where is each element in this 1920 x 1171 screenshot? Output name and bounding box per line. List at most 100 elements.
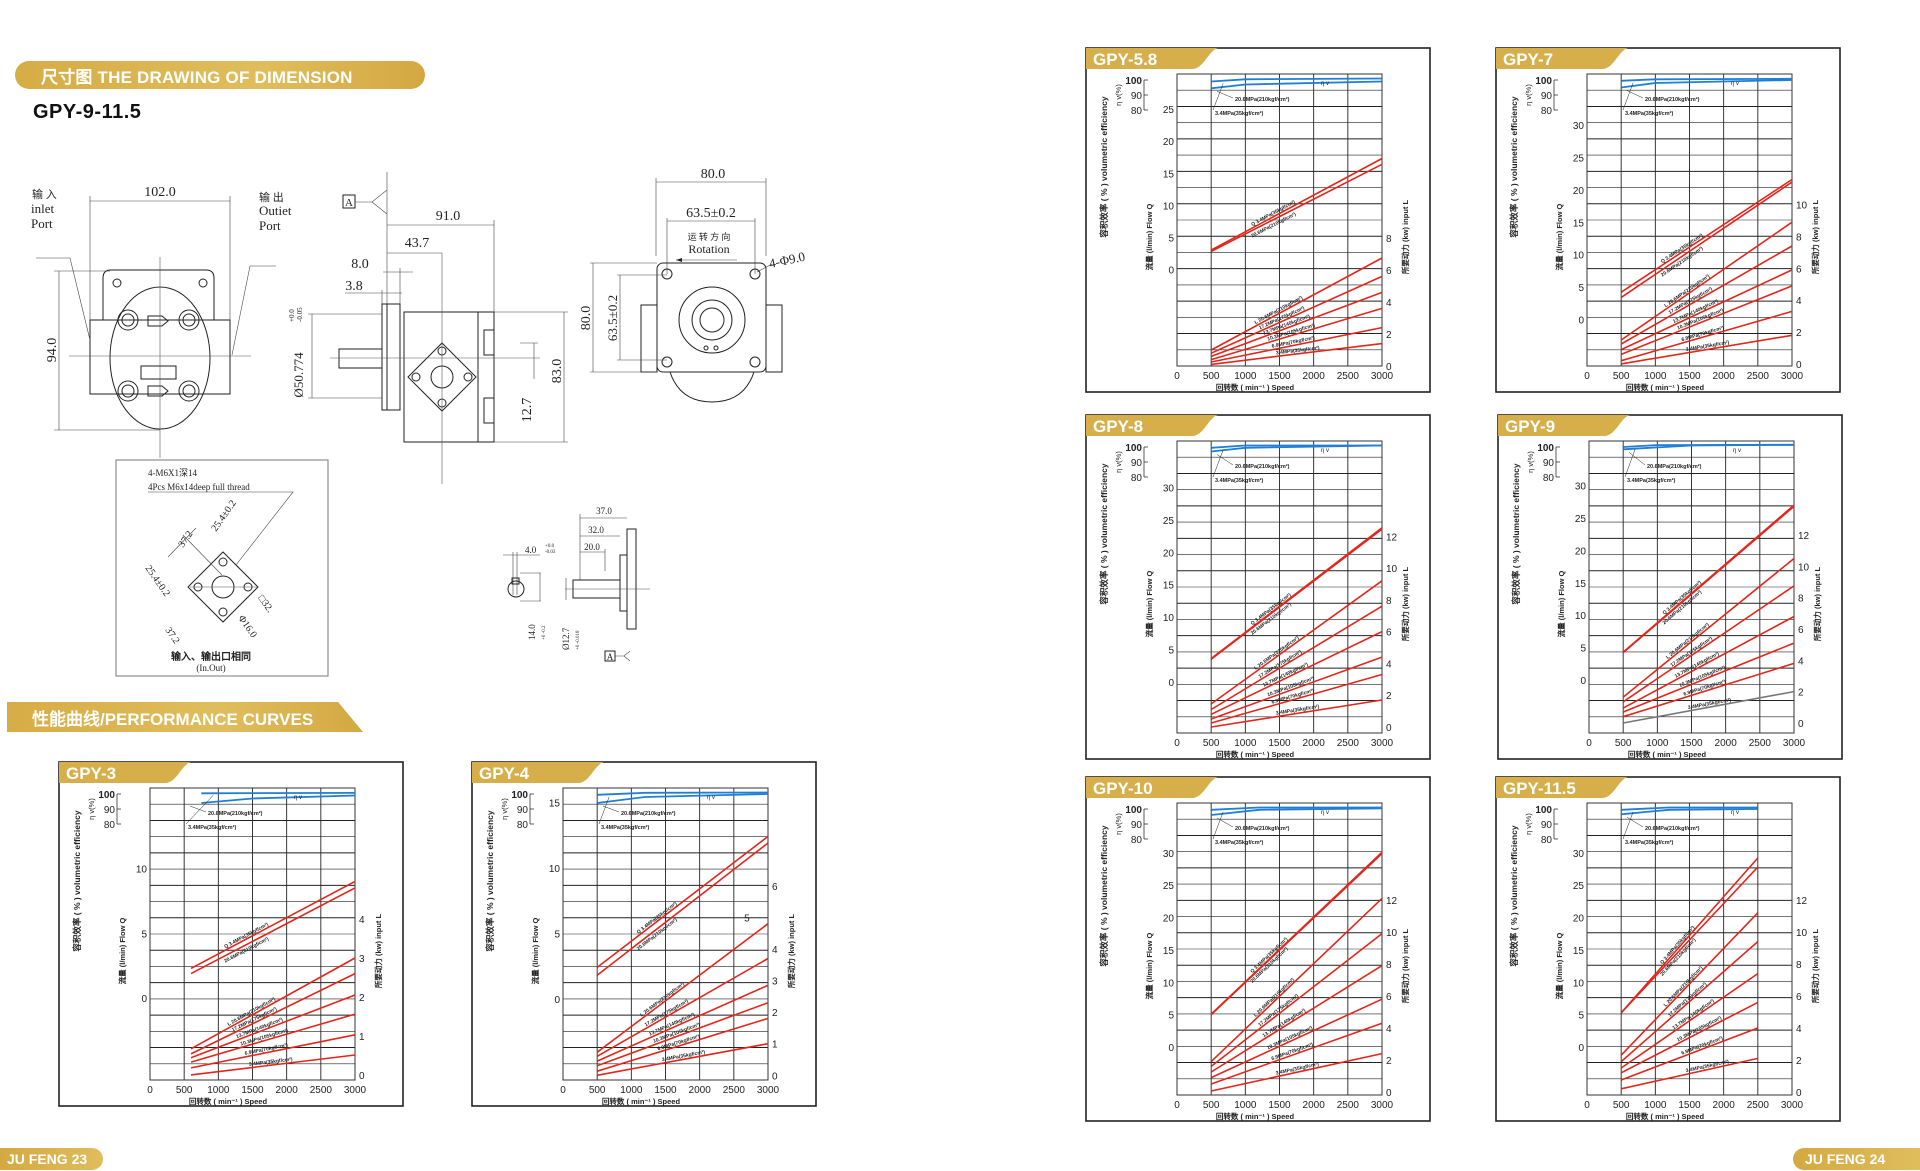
pilot-depth-dim: 3.8: [345, 279, 363, 294]
power-series-line: [596, 1001, 769, 1067]
flow-tick-label: 15: [1163, 581, 1175, 592]
chart-title-tab: [1496, 777, 1628, 798]
efficiency-tick-label: 90: [1131, 458, 1143, 469]
power-series-line: [190, 1034, 356, 1069]
efficiency-tick-label: 90: [104, 805, 116, 816]
power-tick-label: 2: [1796, 1056, 1802, 1067]
port-dim-2: 25.4±0.2: [209, 498, 238, 533]
speed-axis-title: 回转数 ( min⁻¹ ) Speed: [1216, 749, 1295, 759]
offset-dim: 12.7: [520, 398, 535, 423]
chart-svg: GPY-4 0 500 1000 1500 2000 2500 3000 0 5 10 15 0 1 2 3 4…: [471, 761, 817, 1107]
power-tick-label: 0: [1796, 1088, 1802, 1099]
flow-tick-label: 30: [1573, 849, 1585, 860]
speed-axis-title: 回转数 ( min⁻¹ ) Speed: [602, 1096, 681, 1106]
x-tick-label: 1000: [620, 1085, 643, 1096]
power-tick-label: 2: [1386, 1056, 1392, 1067]
plot-area: [562, 787, 769, 1081]
flow-tick-label: 15: [1575, 579, 1587, 590]
chart-gpy-10: GPY-10 0 500 1000 1500 2000 2500 3000 0 5 10 15 20 25…: [1085, 776, 1431, 1122]
power-series-line: [1211, 342, 1383, 366]
efficiency-leader-line: [1624, 448, 1636, 478]
x-tick-label: 0: [1174, 371, 1180, 382]
hole-count-dim: 4-Φ9.0: [768, 249, 807, 271]
efficiency-curve: [1211, 77, 1383, 83]
x-tick-label: 1500: [1268, 1100, 1291, 1111]
power-tick-label: 4: [1386, 298, 1392, 309]
x-tick-label: 2000: [1303, 1100, 1326, 1111]
efficiency-tick-label: 80: [517, 820, 529, 831]
eta-unit-label: η v(%): [1524, 813, 1533, 835]
power-tick-label: 4: [1796, 1024, 1802, 1035]
chart-title: GPY-9: [1505, 417, 1555, 436]
flow-series-line: [1620, 866, 1759, 1014]
power-tick-label: 1: [772, 1040, 778, 1051]
efficiency-label-low: 3.4MPa(35kgf/cm²): [188, 824, 236, 831]
port-square-dim: □32.: [256, 593, 276, 615]
chart-gpy-11-5: GPY-11.5 0 500 1000 1500 2000 2500 3000 0 5 10 15 20…: [1495, 776, 1841, 1122]
flow-tick-label: 10: [1163, 201, 1175, 212]
chart-title-tab: [472, 762, 604, 783]
power-tick-label: 2: [359, 993, 365, 1004]
x-tick-label: 2500: [723, 1085, 746, 1096]
flow-tick-label: 10: [1163, 978, 1175, 989]
x-tick-label: 2000: [1303, 738, 1326, 749]
front-width-dim: 102.0: [144, 185, 176, 200]
flow-tick-label: 20: [1575, 546, 1587, 557]
power-tick-label: 2: [772, 1008, 778, 1019]
flow-tick-label: 15: [1573, 218, 1585, 229]
power-tick-label: 0: [772, 1071, 778, 1082]
inlet-label-en: inlet: [31, 201, 54, 216]
efficiency-leader-line: [1622, 811, 1634, 840]
efficiency-curve: [1211, 80, 1383, 90]
x-tick-label: 1500: [1268, 371, 1291, 382]
shaft-diameter: Ø12.7: [561, 627, 571, 650]
power-axis-title: 所要动力 (kw) input L: [786, 914, 796, 989]
port-dim-3: 25.4±0.2: [143, 563, 172, 598]
speed-axis-title: 回转数 ( min⁻¹ ) Speed: [1216, 382, 1295, 392]
power-series-line: [1210, 605, 1383, 711]
key-height-tol: +0 -0.2: [542, 625, 547, 640]
efficiency-tick-label: 90: [1131, 820, 1143, 831]
chart-svg: GPY-100 500 1000 1500 2000 2500 30000510152025…: [1085, 776, 1431, 1122]
x-tick-label: 2500: [1337, 738, 1360, 749]
x-tick-label: 3000: [1371, 738, 1394, 749]
x-tick-label: 0: [1174, 1100, 1180, 1111]
efficiency-tick-label: 100: [1125, 805, 1142, 816]
shaft-length: 32.0: [588, 525, 604, 535]
efficiency-leader-line: [1216, 454, 1234, 466]
power-tick-label: 10: [1798, 562, 1810, 573]
plot-area: [1176, 440, 1383, 734]
x-tick-label: 2000: [1713, 1100, 1736, 1111]
end-view-drawing: 80.0 63.5±0.2 运 转 方 向 Rotation 4-Φ9.0 80…: [579, 167, 807, 403]
efficiency-label-high: 20.6MPa(210kgf/cm²): [621, 810, 676, 817]
flow-tick-label: 10: [1575, 611, 1587, 622]
power-tick-label: 8: [1386, 234, 1392, 245]
port-thread-note-cn: 4-M6X1深14: [148, 468, 197, 478]
efficiency-tick-label: 80: [1541, 835, 1553, 846]
center-distance-dim: 43.7: [405, 236, 430, 251]
efficiency-label-low: 3.4MPa(35kgf/cm²): [1215, 477, 1263, 484]
end-width-dim: 80.0: [701, 167, 726, 182]
flow-tick-label: 15: [1573, 946, 1585, 957]
flow-tick-label: 10: [549, 864, 561, 875]
port-thread-note-en: 4Pcs M6x14deep full thread: [148, 482, 250, 492]
efficiency-tick-label: 100: [1535, 76, 1552, 87]
power-tick-label: 1: [359, 1032, 365, 1043]
power-tick-label: 0: [1386, 1088, 1392, 1099]
power-axis-title: 所要动力 (kw) input L: [1400, 200, 1410, 275]
port-caption-en: (In.Out): [196, 663, 225, 673]
model-title: GPY-9-11.5: [33, 101, 142, 123]
flow-axis-title: 流量 (l/min) Flow Q: [117, 918, 127, 985]
efficiency-label-low: 3.4MPa(35kgf/cm²): [1627, 477, 1675, 484]
flow-axis-title: 流量 (l/min) Flow Q: [1556, 571, 1566, 638]
efficiency-tick-label: 90: [1131, 91, 1143, 102]
power-series-line: [1622, 662, 1795, 718]
efficiency-leader-line: [602, 805, 620, 813]
power-tick-label: 2: [1386, 691, 1392, 702]
efficiency-tick-label: 80: [104, 820, 116, 831]
chart-gpy-8: GPY-8 0 500 1000 1500 2000 2500 3000 0 5 10 15 20 25 3…: [1085, 414, 1431, 760]
power-series-line: [190, 972, 356, 1055]
power-series-line: [1210, 630, 1383, 716]
efficiency-axis-title: 容积效率 ( % ) volumetric efficiency: [1509, 96, 1519, 238]
power-tick-label: 4: [359, 915, 365, 926]
